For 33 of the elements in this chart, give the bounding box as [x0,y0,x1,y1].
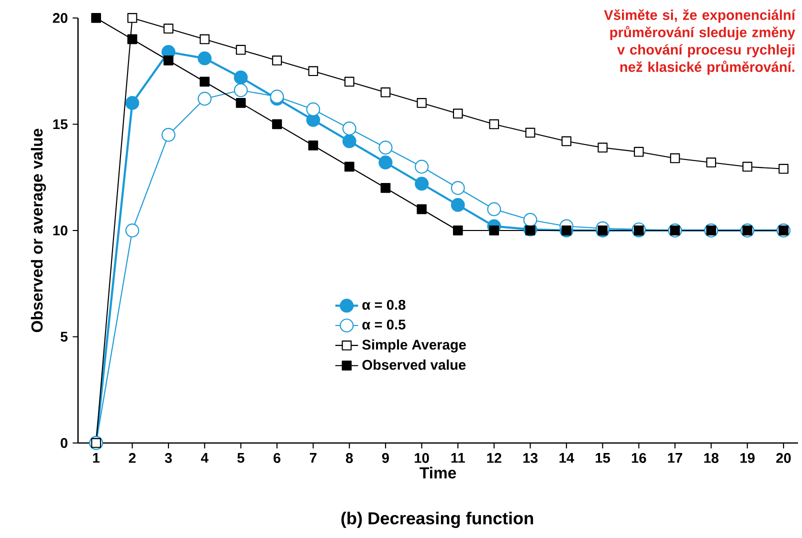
x-tick-label: 14 [560,453,574,463]
text: (b) Decreasing function [341,512,534,528]
legend-label: Observed value [362,360,466,370]
y-tick-label: 20 [52,13,68,23]
legend-label: Simple Average [362,339,466,352]
x-tick-label: 11 [451,453,465,463]
x-tick-label: 7 [310,453,316,463]
x-tick-label: 3 [164,453,172,463]
x-tick-label: 15 [596,453,610,463]
x-tick-label: 4 [200,453,208,463]
x-tick-label: 9 [382,453,389,463]
y-axis-title: Observed or average value [30,128,46,332]
legend-label: α = 0.8 [362,300,406,310]
x-tick-label: 18 [704,453,719,463]
x-tick-label: 1 [93,453,100,463]
y-tick-label: 0 [60,438,68,448]
x-axis-title: Time [420,466,456,479]
y-tick-label: 15 [53,119,68,130]
x-tick-label: 5 [237,453,244,463]
x-tick-label: 10 [414,453,429,463]
legend-label: α = 0.5 [362,320,406,330]
y-tick-label: 10 [53,226,68,236]
x-tick-label: 6 [274,453,280,463]
x-tick-label: 13 [523,453,538,463]
y-tick-label: 5 [60,332,68,342]
x-tick-label: 12 [487,453,502,463]
x-tick-label: 16 [632,453,646,463]
x-tick-label: 20 [776,453,791,463]
annotation: Všiměte si, že exponenciální průměrování sleduje změny v chování procesu rychleji než klasické průměrování. [604,9,796,75]
x-tick-label: 19 [740,453,755,463]
x-tick-label: 17 [668,453,682,463]
x-tick-label: 8 [346,453,353,463]
x-tick-label: 2 [128,453,136,463]
